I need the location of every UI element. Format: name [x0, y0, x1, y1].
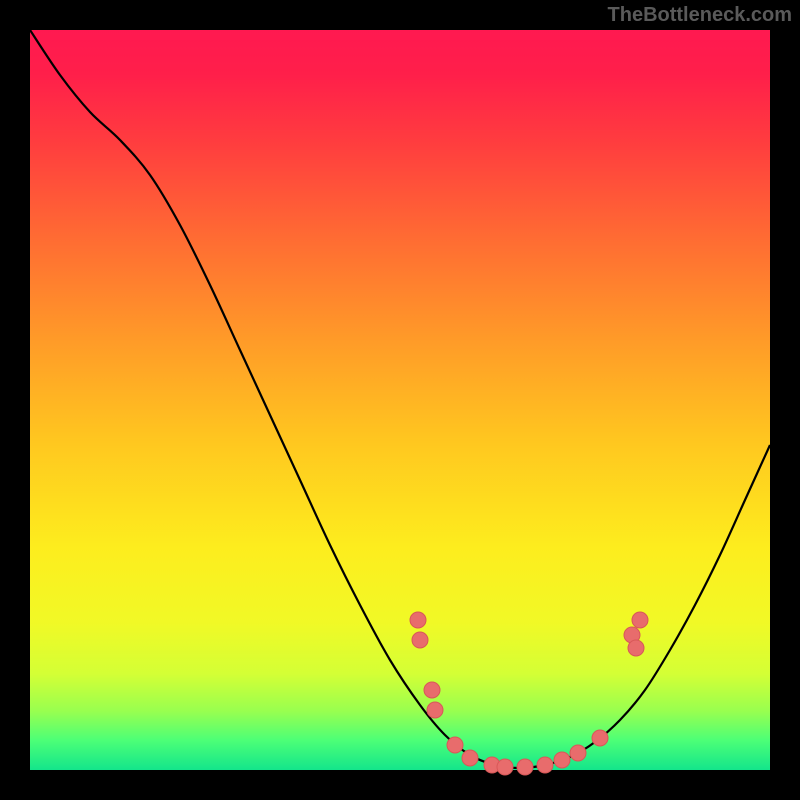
watermark-text: TheBottleneck.com [608, 4, 792, 27]
data-marker [412, 632, 428, 648]
chart-gradient-bg [30, 30, 770, 770]
data-marker [628, 640, 644, 656]
bottleneck-chart [0, 0, 800, 800]
data-marker [592, 730, 608, 746]
data-marker [517, 759, 533, 775]
chart-container: TheBottleneck.com [0, 0, 800, 800]
data-marker [537, 757, 553, 773]
data-marker [570, 745, 586, 761]
data-marker [497, 759, 513, 775]
data-marker [410, 612, 426, 628]
data-marker [447, 737, 463, 753]
data-marker [427, 702, 443, 718]
data-marker [462, 750, 478, 766]
data-marker [424, 682, 440, 698]
data-marker [632, 612, 648, 628]
data-marker [554, 752, 570, 768]
